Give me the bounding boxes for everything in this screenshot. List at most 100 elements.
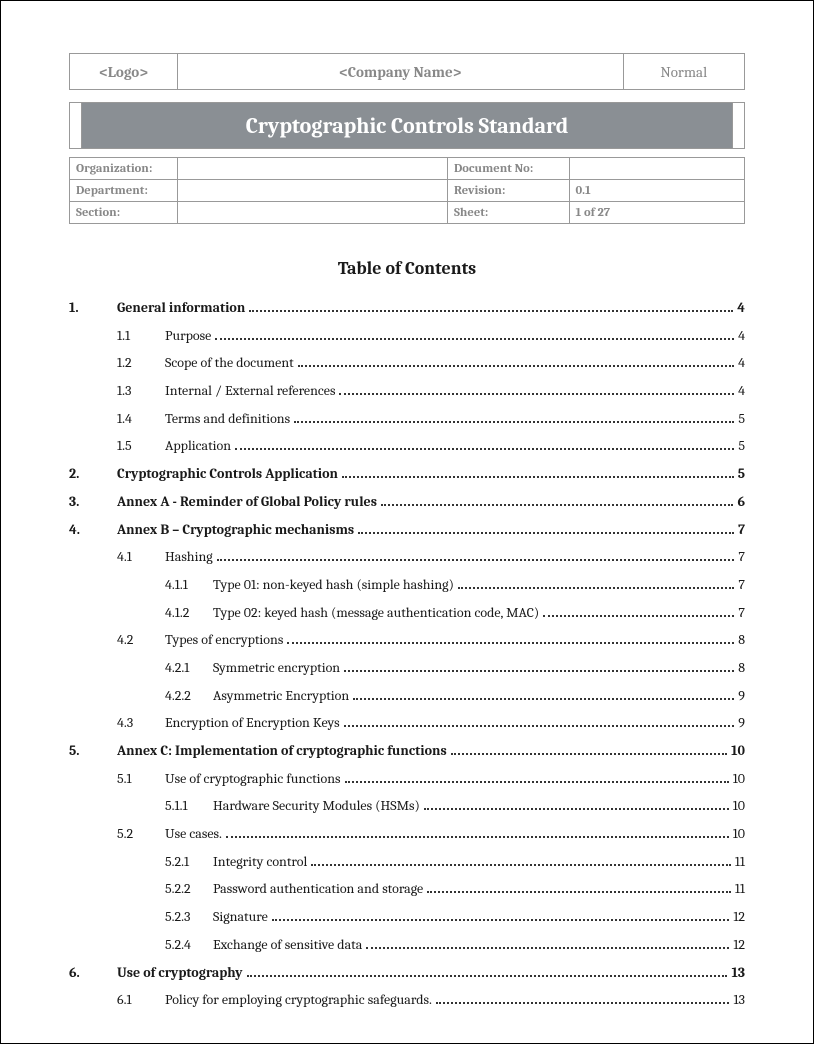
toc-page: 5 xyxy=(738,408,745,430)
toc-number: 5.1 xyxy=(117,768,165,790)
toc-page: 9 xyxy=(738,685,745,707)
toc-leader xyxy=(311,853,731,866)
toc-page: 8 xyxy=(738,629,745,651)
toc-title: Policy for employing cryptographic safeg… xyxy=(165,989,432,1011)
meta-label-documentno: Document No: xyxy=(448,158,570,180)
toc-number: 4. xyxy=(69,519,117,541)
toc-number: 5.2.1 xyxy=(165,851,213,873)
toc-number: 1.2 xyxy=(117,352,165,374)
toc-number: 2. xyxy=(69,463,117,485)
toc-row: 4.2.1Symmetric encryption 8 xyxy=(69,657,745,679)
toc-row: 4.1.2Type 02: keyed hash (message authen… xyxy=(69,602,745,624)
toc-leader xyxy=(226,825,729,838)
toc-title: Signature xyxy=(213,906,268,928)
toc-leader xyxy=(247,964,728,977)
toc-leader xyxy=(294,410,734,423)
toc-leader xyxy=(217,549,735,562)
toc-row: 5.2.2Password authentication and storage… xyxy=(69,878,745,900)
toc-leader xyxy=(458,576,734,589)
toc-number: 3. xyxy=(69,491,117,513)
toc-title: Annex A - Reminder of Global Policy rule… xyxy=(117,491,377,513)
meta-value-revision: 0.1 xyxy=(569,180,745,202)
toc-leader xyxy=(543,604,734,617)
toc-title: Terms and definitions xyxy=(165,408,290,430)
toc-page: 7 xyxy=(738,519,745,541)
meta-value-documentno xyxy=(569,158,745,180)
toc-leader xyxy=(272,909,730,922)
meta-label-organization: Organization: xyxy=(70,158,178,180)
toc-row: 5.2Use cases.10 xyxy=(69,823,745,845)
toc-leader xyxy=(342,466,734,479)
toc-number: 1.3 xyxy=(117,380,165,402)
toc-number: 4.2.1 xyxy=(165,657,213,679)
toc-title: General information xyxy=(117,297,245,319)
meta-value-department xyxy=(178,180,448,202)
document-meta-table: Organization: Document No: Department: R… xyxy=(69,157,745,224)
header-classification: Normal xyxy=(623,54,745,90)
toc-number: 4.1.2 xyxy=(165,602,213,624)
meta-label-revision: Revision: xyxy=(448,180,570,202)
toc-page: 10 xyxy=(733,823,745,845)
toc-title: Use of cryptography xyxy=(117,962,243,984)
document-header: <Logo> <Company Name> Normal xyxy=(69,53,745,90)
toc-page: 4 xyxy=(737,297,745,319)
title-spacer-right xyxy=(733,103,745,149)
meta-value-organization xyxy=(178,158,448,180)
header-company: <Company Name> xyxy=(178,54,624,90)
toc-number: 1.1 xyxy=(117,325,165,347)
toc-title: Hashing xyxy=(165,546,213,568)
toc-title: Integrity control xyxy=(213,851,307,873)
toc-leader xyxy=(366,936,729,949)
toc-title: Annex C: Implementation of cryptographic… xyxy=(117,740,447,762)
title-spacer-left xyxy=(70,103,82,149)
toc-number: 6. xyxy=(69,962,117,984)
toc-title: Use cases. xyxy=(165,823,222,845)
toc-leader xyxy=(424,798,729,811)
toc-leader xyxy=(427,881,731,894)
toc-title: Encryption of Encryption Keys xyxy=(165,712,340,734)
toc-page: 4 xyxy=(738,325,745,347)
toc-number: 4.1.1 xyxy=(165,574,213,596)
toc-title: Scope of the document xyxy=(165,352,294,374)
toc-title: Type 02: keyed hash (message authenticat… xyxy=(213,602,539,624)
toc-page: 11 xyxy=(735,878,745,900)
toc-number: 1. xyxy=(69,297,117,319)
toc-leader xyxy=(344,659,734,672)
toc-page: 10 xyxy=(733,795,745,817)
toc-heading: Table of Contents xyxy=(69,258,745,279)
toc-row: 4.1Hashing7 xyxy=(69,546,745,568)
toc-leader xyxy=(235,438,734,451)
toc-leader xyxy=(358,521,734,534)
toc-title: Hardware Security Modules (HSMs) xyxy=(213,795,420,817)
toc-leader xyxy=(353,687,734,700)
toc-leader xyxy=(298,355,734,368)
toc-page: 8 xyxy=(738,657,745,679)
toc-leader xyxy=(344,715,735,728)
toc-row: 4.Annex B – Cryptographic mechanisms7 xyxy=(69,519,745,541)
toc-leader xyxy=(249,299,733,312)
toc-title: Asymmetric Encryption xyxy=(213,685,349,707)
toc-number: 5.2.3 xyxy=(165,906,213,928)
toc-title: Purpose xyxy=(165,325,211,347)
toc-row: 1.3Internal / External references4 xyxy=(69,380,745,402)
toc-row: 5.2.4Exchange of sensitive data12 xyxy=(69,934,745,956)
toc-row: 1.5Application5 xyxy=(69,435,745,457)
meta-value-section xyxy=(178,202,448,224)
toc-page: 5 xyxy=(738,435,745,457)
toc-number: 5.2.2 xyxy=(165,878,213,900)
toc-title: Use of cryptographic functions xyxy=(165,768,341,790)
toc-page: 7 xyxy=(738,574,745,596)
toc-row: 4.2.2Asymmetric Encryption9 xyxy=(69,685,745,707)
toc-row: 4.1.1Type 01: non-keyed hash (simple has… xyxy=(69,574,745,596)
toc-title: Exchange of sensitive data xyxy=(213,934,362,956)
title-bar: Cryptographic Controls Standard xyxy=(69,102,745,149)
toc-title: Symmetric encryption xyxy=(213,657,340,679)
document-title: Cryptographic Controls Standard xyxy=(82,103,733,149)
toc-number: 1.4 xyxy=(117,408,165,430)
toc-page: 13 xyxy=(731,962,745,984)
toc-leader xyxy=(381,493,734,506)
toc-number: 4.3 xyxy=(117,712,165,734)
toc-title: Types of encryptions xyxy=(165,629,283,651)
toc-page: 4 xyxy=(738,380,745,402)
toc-title: Password authentication and storage xyxy=(213,878,423,900)
